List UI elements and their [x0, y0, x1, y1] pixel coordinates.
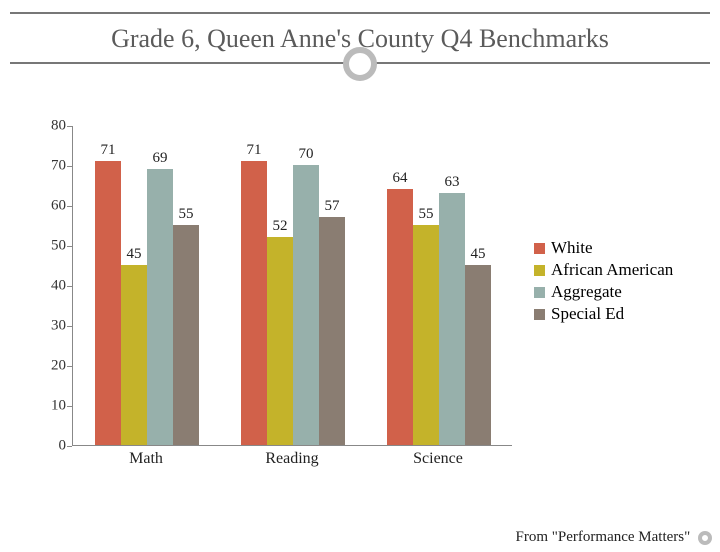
bar: 64: [387, 189, 413, 445]
bar-value-label: 70: [299, 146, 314, 163]
title-ring-icon: [343, 47, 377, 81]
bar-value-label: 45: [471, 246, 486, 263]
x-category-label: Science: [386, 450, 490, 468]
benchmark-chart: 01020304050607080 7145695571527057645563…: [34, 126, 686, 472]
bar: 63: [439, 193, 465, 445]
legend-swatch: [534, 243, 545, 254]
legend-label: Special Ed: [551, 304, 624, 324]
bar: 45: [121, 265, 147, 445]
legend-item: Aggregate: [534, 282, 673, 302]
legend-swatch: [534, 265, 545, 276]
bar: 70: [293, 165, 319, 445]
bar: 57: [319, 217, 345, 445]
bar-value-label: 71: [101, 142, 116, 159]
legend-item: White: [534, 238, 673, 258]
legend-item: African American: [534, 260, 673, 280]
bar-value-label: 57: [325, 198, 340, 215]
bar: 71: [95, 161, 121, 445]
bar-value-label: 63: [445, 174, 460, 191]
legend-label: White: [551, 238, 593, 258]
footer-text: From "Performance Matters": [516, 529, 691, 545]
bar-value-label: 55: [179, 206, 194, 223]
bar-group: 64556345: [387, 189, 491, 445]
bar-value-label: 71: [247, 142, 262, 159]
y-tick-mark: [67, 446, 72, 447]
bar: 55: [413, 225, 439, 445]
legend-label: Aggregate: [551, 282, 622, 302]
footer-ring-icon: [698, 531, 712, 545]
footer-credit: From "Performance Matters": [516, 529, 712, 546]
bar-value-label: 52: [273, 218, 288, 235]
title-band: Grade 6, Queen Anne's County Q4 Benchmar…: [10, 12, 710, 64]
legend-swatch: [534, 309, 545, 320]
bar: 69: [147, 169, 173, 445]
bar: 52: [267, 237, 293, 445]
legend: WhiteAfrican AmericanAggregateSpecial Ed: [534, 236, 673, 326]
plot-area: 714569557152705764556345: [72, 126, 512, 446]
bar-value-label: 55: [419, 206, 434, 223]
bar-group: 71456955: [95, 161, 199, 445]
bar-group: 71527057: [241, 161, 345, 445]
bar-value-label: 64: [393, 170, 408, 187]
bar-value-label: 69: [153, 150, 168, 167]
legend-label: African American: [551, 260, 673, 280]
legend-item: Special Ed: [534, 304, 673, 324]
x-category-label: Reading: [240, 450, 344, 468]
bar-value-label: 45: [127, 246, 142, 263]
bar: 45: [465, 265, 491, 445]
bar: 55: [173, 225, 199, 445]
bar: 71: [241, 161, 267, 445]
legend-swatch: [534, 287, 545, 298]
x-category-label: Math: [94, 450, 198, 468]
